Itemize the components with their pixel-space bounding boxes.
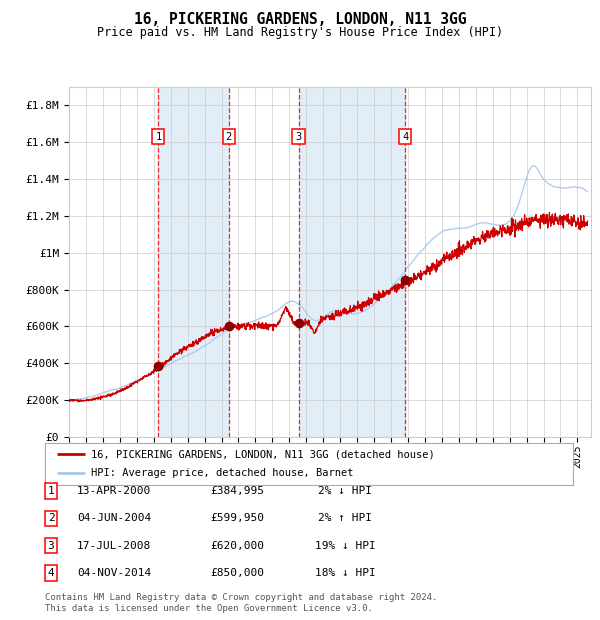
Text: 3: 3 [47, 541, 55, 551]
Text: 2% ↑ HPI: 2% ↑ HPI [318, 513, 372, 523]
Text: 3: 3 [295, 131, 302, 141]
Text: 2% ↓ HPI: 2% ↓ HPI [318, 486, 372, 496]
Text: Price paid vs. HM Land Registry's House Price Index (HPI): Price paid vs. HM Land Registry's House … [97, 26, 503, 39]
Text: 4: 4 [47, 568, 55, 578]
Bar [299, 87, 405, 437]
Text: £599,950: £599,950 [210, 513, 264, 523]
Text: 1: 1 [155, 131, 161, 141]
Text: 2: 2 [47, 513, 55, 523]
Text: 16, PICKERING GARDENS, LONDON, N11 3GG (detached house): 16, PICKERING GARDENS, LONDON, N11 3GG (… [91, 449, 435, 459]
Text: 17-JUL-2008: 17-JUL-2008 [77, 541, 151, 551]
Text: 1: 1 [47, 486, 55, 496]
Text: £850,000: £850,000 [210, 568, 264, 578]
Text: £620,000: £620,000 [210, 541, 264, 551]
Text: HPI: Average price, detached house, Barnet: HPI: Average price, detached house, Barn… [91, 469, 354, 479]
Bar [158, 87, 229, 437]
Text: Contains HM Land Registry data © Crown copyright and database right 2024.
This d: Contains HM Land Registry data © Crown c… [45, 593, 437, 613]
Text: 04-NOV-2014: 04-NOV-2014 [77, 568, 151, 578]
Text: 19% ↓ HPI: 19% ↓ HPI [314, 541, 376, 551]
Text: 13-APR-2000: 13-APR-2000 [77, 486, 151, 496]
Text: 2: 2 [226, 131, 232, 141]
Text: 18% ↓ HPI: 18% ↓ HPI [314, 568, 376, 578]
Text: £384,995: £384,995 [210, 486, 264, 496]
Text: 4: 4 [402, 131, 409, 141]
Text: 04-JUN-2004: 04-JUN-2004 [77, 513, 151, 523]
Text: 16, PICKERING GARDENS, LONDON, N11 3GG: 16, PICKERING GARDENS, LONDON, N11 3GG [134, 12, 466, 27]
